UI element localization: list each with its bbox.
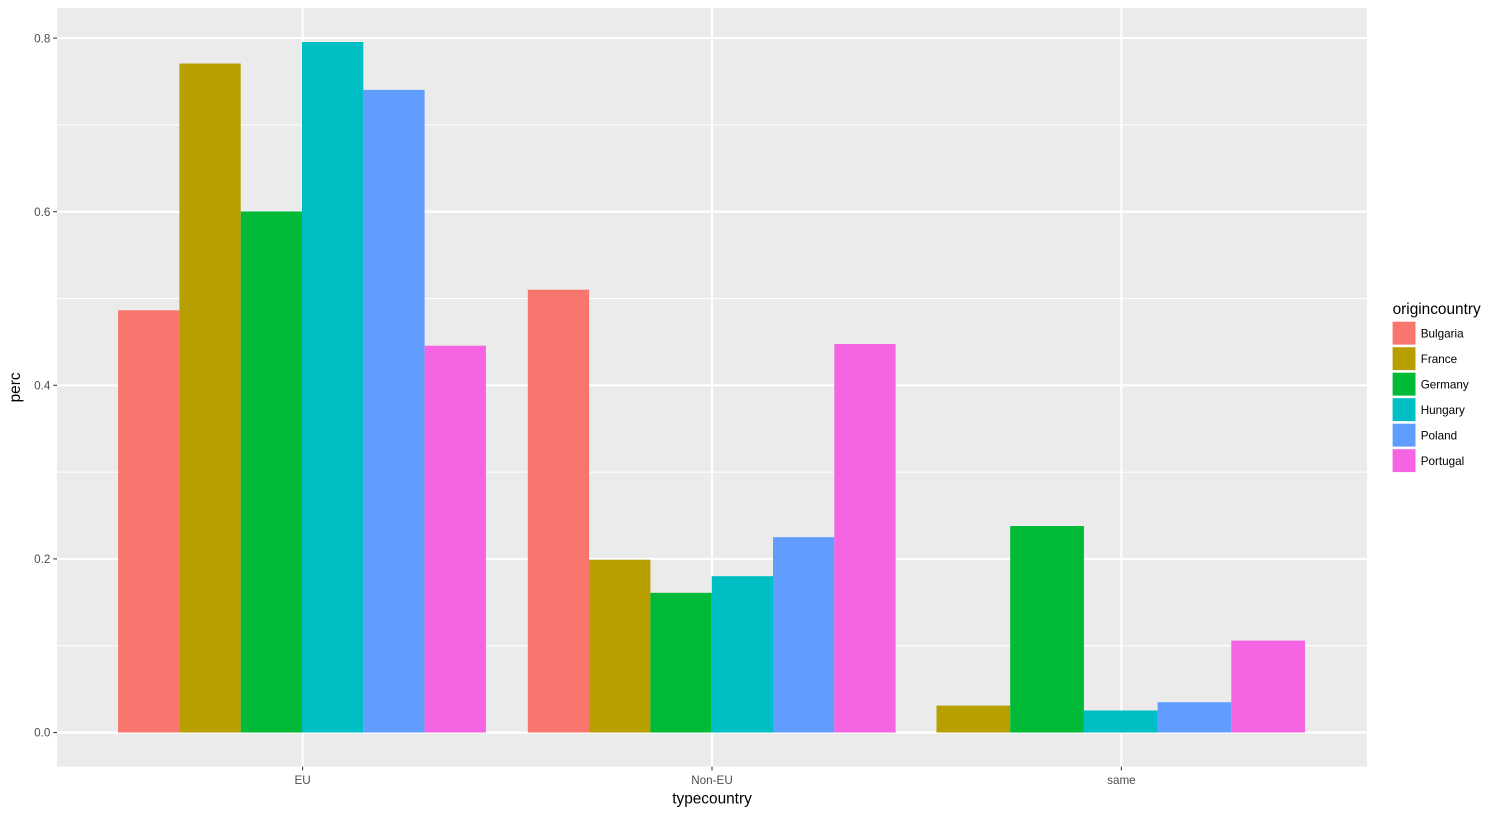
svg-text:Portugal: Portugal — [1421, 455, 1465, 468]
svg-text:Bulgaria: Bulgaria — [1421, 327, 1464, 340]
svg-text:0.4: 0.4 — [34, 380, 51, 393]
svg-text:perc: perc — [7, 372, 24, 402]
svg-text:Hungary: Hungary — [1421, 404, 1465, 417]
svg-text:typecountry: typecountry — [672, 790, 752, 807]
svg-text:Poland: Poland — [1421, 429, 1457, 442]
svg-text:Germany: Germany — [1421, 378, 1469, 391]
svg-text:0.8: 0.8 — [34, 32, 50, 45]
svg-text:EU: EU — [294, 774, 310, 787]
svg-text:0.2: 0.2 — [34, 553, 50, 566]
svg-text:same: same — [1107, 774, 1136, 787]
svg-text:0.0: 0.0 — [34, 727, 51, 740]
svg-text:0.6: 0.6 — [34, 206, 50, 219]
svg-text:Non-EU: Non-EU — [691, 774, 733, 787]
svg-text:origincountry: origincountry — [1393, 301, 1481, 318]
svg-text:France: France — [1421, 353, 1457, 366]
